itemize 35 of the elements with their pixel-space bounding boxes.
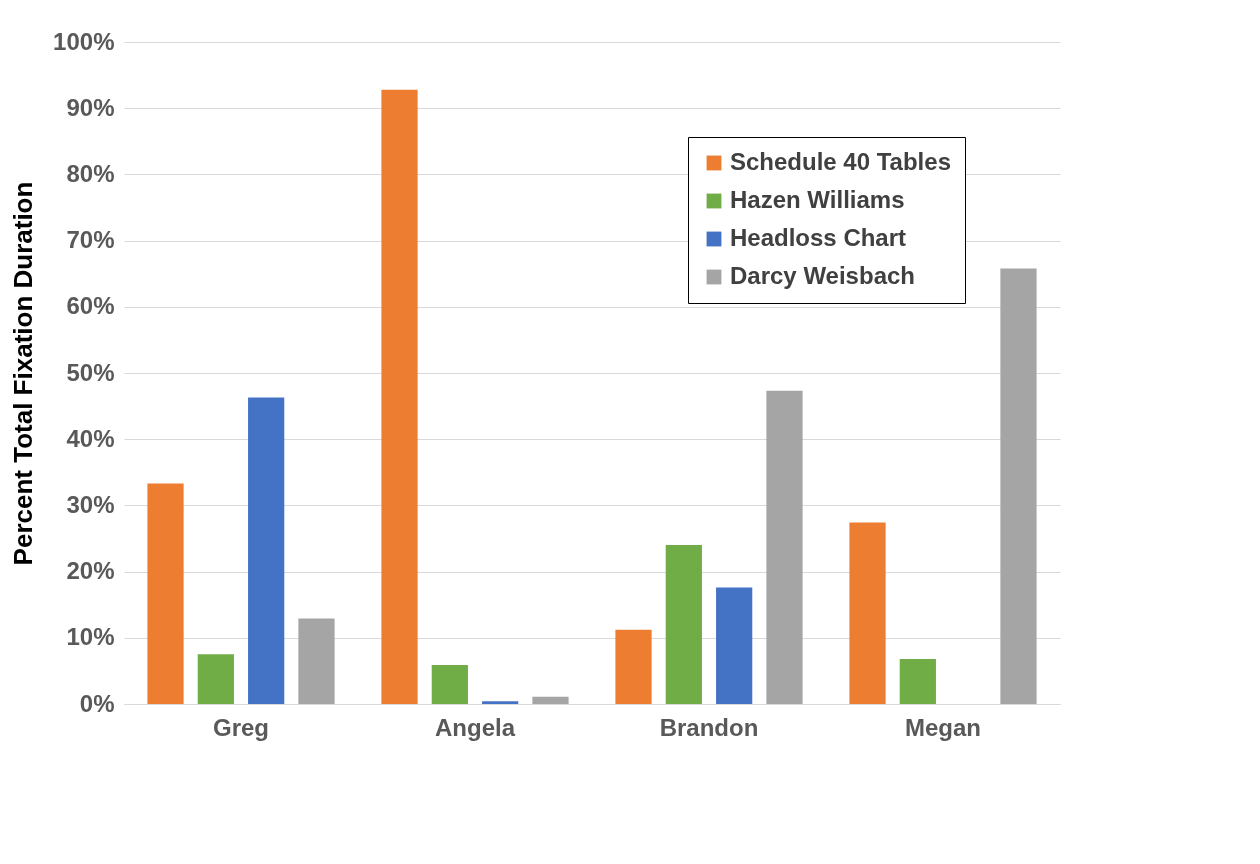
bar — [615, 629, 652, 704]
bar — [532, 696, 569, 704]
y-tick-label: 20% — [66, 557, 115, 585]
bar — [298, 618, 335, 704]
bar — [716, 587, 753, 704]
bar — [849, 522, 886, 704]
y-tick-label: 30% — [66, 490, 115, 518]
y-tick-label: 40% — [66, 424, 115, 452]
y-axis-title: Percent Total Fixation Duration — [8, 181, 39, 566]
y-tick-label: 60% — [66, 292, 115, 320]
y-tick-label: 0% — [79, 689, 115, 717]
y-tick-label: 10% — [66, 623, 115, 651]
y-tick-label: 70% — [66, 226, 115, 254]
bar — [766, 390, 803, 704]
bar — [431, 664, 468, 704]
x-tick-label: Greg — [212, 713, 270, 741]
legend-label: Darcy Weisbach — [730, 262, 915, 289]
x-tick-label: Brandon — [659, 713, 759, 741]
bar — [197, 654, 234, 704]
y-tick-label: 50% — [66, 358, 115, 386]
bar — [482, 701, 519, 704]
bar — [147, 483, 184, 704]
bar — [248, 397, 285, 704]
y-tick-label: 90% — [66, 93, 115, 121]
bar — [381, 89, 418, 704]
bar — [1000, 268, 1037, 704]
legend-label: Schedule 40 Tables — [730, 148, 951, 175]
bar — [899, 658, 936, 704]
legend-label: Headloss Chart — [730, 224, 907, 251]
x-tick-label: Angela — [434, 713, 516, 741]
y-tick-label: 80% — [66, 159, 115, 187]
x-tick-label: Megan — [904, 713, 982, 741]
legend-label: Hazen Williams — [730, 186, 905, 213]
y-tick-label: 100% — [53, 27, 115, 55]
bar — [665, 545, 702, 704]
